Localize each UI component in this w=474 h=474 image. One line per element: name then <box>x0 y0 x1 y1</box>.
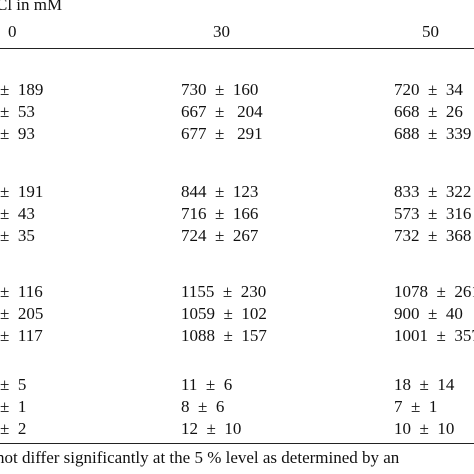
table-row: ± 191 844 ± 123 833 ± 322 <box>0 182 474 204</box>
cell-col50: 7 ± 1 <box>394 397 438 416</box>
cell-col30: 730 ± 160 <box>181 80 259 99</box>
cell-col50: 1078 ± 261 <box>394 282 474 301</box>
cell-col50: 1001 ± 357 <box>394 326 474 345</box>
cell-col50: 573 ± 316 <box>394 204 472 223</box>
cell-col50: 900 ± 40 <box>394 304 463 323</box>
cell-col0: ± 5 <box>0 375 27 394</box>
cell-col0: ± 117 <box>0 326 43 345</box>
column-header-0: 0 <box>8 22 17 41</box>
cell-col0: ± 35 <box>0 226 35 245</box>
table-header-title: Cl in mM <box>0 0 63 14</box>
table-row: ± 116 1155 ± 230 1078 ± 261 <box>0 282 474 304</box>
table-row: ± 43 716 ± 166 573 ± 316 <box>0 204 474 226</box>
cell-col0: ± 53 <box>0 102 35 121</box>
cell-col30: 12 ± 10 <box>181 419 242 438</box>
table-row: ± 189 730 ± 160 720 ± 34 <box>0 80 474 102</box>
cell-col50: 18 ± 14 <box>394 375 455 394</box>
cell-col0: ± 205 <box>0 304 44 323</box>
table-row: ± 1 8 ± 6 7 ± 1 <box>0 397 474 419</box>
cell-col50: 732 ± 368 <box>394 226 472 245</box>
table-row: ± 35 724 ± 267 732 ± 368 <box>0 226 474 248</box>
column-header-30: 30 <box>213 22 230 41</box>
table-row: ± 205 1059 ± 102 900 ± 40 <box>0 304 474 326</box>
cell-col30: 724 ± 267 <box>181 226 259 245</box>
cell-col30: 11 ± 6 <box>181 375 233 394</box>
cell-col30: 667 ± 204 <box>181 102 263 121</box>
cell-col50: 833 ± 322 <box>394 182 472 201</box>
cell-col0: ± 2 <box>0 419 27 438</box>
cell-col30: 1155 ± 230 <box>181 282 267 301</box>
cell-col50: 720 ± 34 <box>394 80 463 99</box>
cell-col50: 668 ± 26 <box>394 102 463 121</box>
cell-col0: ± 116 <box>0 282 43 301</box>
cell-col30: 8 ± 6 <box>181 397 225 416</box>
table-row: ± 2 12 ± 10 10 ± 10 <box>0 419 474 441</box>
cell-col30: 1088 ± 157 <box>181 326 267 345</box>
cell-col50: 10 ± 10 <box>394 419 455 438</box>
cell-col0: ± 1 <box>0 397 27 416</box>
table-row: ± 53 667 ± 204 668 ± 26 <box>0 102 474 124</box>
header-rule <box>0 48 474 49</box>
cell-col0: ± 93 <box>0 124 35 143</box>
cell-col0: ± 191 <box>0 182 44 201</box>
cell-col30: 844 ± 123 <box>181 182 259 201</box>
cell-col0: ± 43 <box>0 204 35 223</box>
table-row: ± 5 11 ± 6 18 ± 14 <box>0 375 474 397</box>
table-footnote: not differ significantly at the 5 % leve… <box>0 448 400 467</box>
cell-col0: ± 189 <box>0 80 44 99</box>
cell-col50: 688 ± 339 <box>394 124 472 143</box>
cell-col30: 1059 ± 102 <box>181 304 267 323</box>
footer-rule <box>0 443 474 444</box>
cell-col30: 677 ± 291 <box>181 124 263 143</box>
table-row: ± 93 677 ± 291 688 ± 339 <box>0 124 474 146</box>
cell-col30: 716 ± 166 <box>181 204 259 223</box>
table-row: ± 117 1088 ± 157 1001 ± 357 <box>0 326 474 348</box>
column-header-50: 50 <box>422 22 439 41</box>
